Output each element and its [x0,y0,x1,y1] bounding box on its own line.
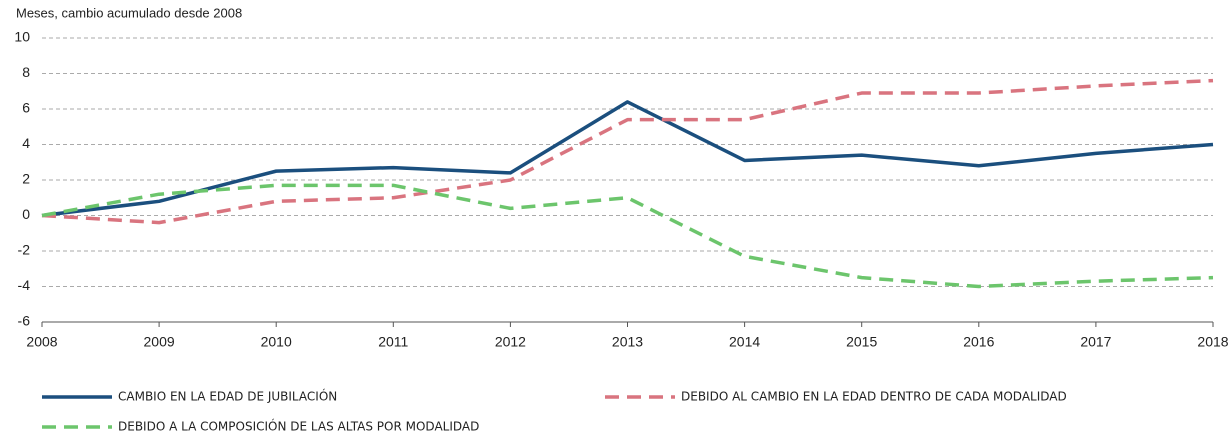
x-tick-label: 2010 [261,334,292,350]
y-axis-label: Meses, cambio acumulado desde 2008 [16,5,242,20]
y-tick-label: 8 [22,64,30,80]
x-tick-label: 2008 [26,334,57,350]
y-tick-label: 6 [22,100,30,116]
series-line [41,183,1214,289]
y-tick-label: -2 [18,242,31,258]
x-tick-label: 2013 [612,334,643,350]
x-tick-label: 2012 [495,334,526,350]
x-tick-label: 2017 [1080,334,1111,350]
y-tick-label: 4 [22,135,30,151]
legend-label: DEBIDO AL CAMBIO EN LA EDAD DENTRO DE CA… [681,390,1067,404]
x-tick-label: 2011 [378,334,408,350]
y-tick-label: 10 [14,29,30,45]
y-tick-label: -6 [18,313,31,329]
y-tick-label: -4 [18,277,31,293]
x-tick-label: 2014 [729,334,760,350]
series-line [41,78,1214,225]
y-tick-label: 0 [22,206,30,222]
legend-label: CAMBIO EN LA EDAD DE JUBILACIÓN [118,389,337,404]
x-tick-label: 2009 [144,334,175,350]
legend-label: DEBIDO A LA COMPOSICIÓN DE LAS ALTAS POR… [118,419,479,434]
y-tick-label: 2 [22,171,30,187]
x-tick-label: 2015 [846,334,877,350]
x-tick-label: 2018 [1197,334,1228,350]
x-tick-label: 2016 [963,334,994,350]
series-line [41,100,1214,218]
